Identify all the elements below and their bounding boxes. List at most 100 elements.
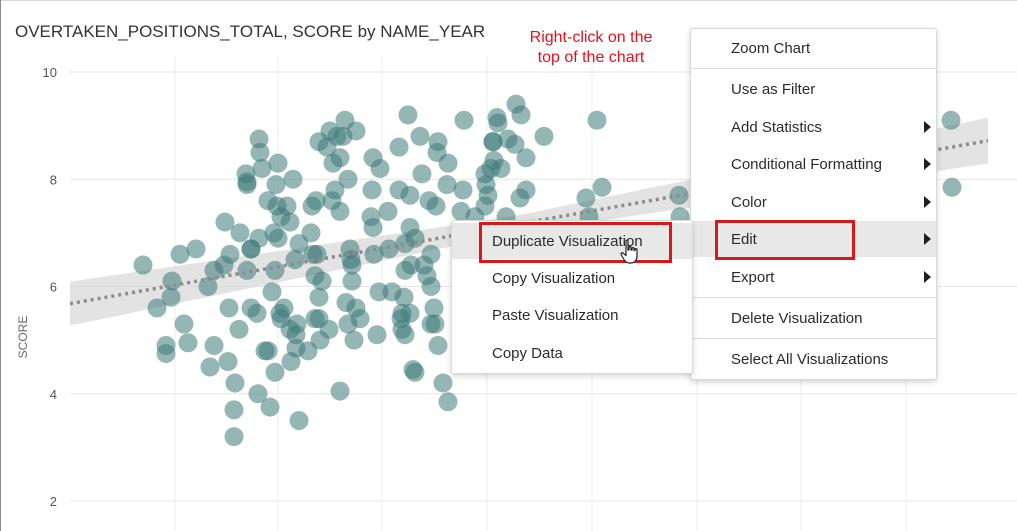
edit-submenu: Duplicate Visualization Copy Visualizati… [451, 220, 693, 374]
menu-item-export[interactable]: Export [691, 259, 936, 295]
menu-item-use-as-filter[interactable]: Use as Filter [691, 71, 936, 107]
data-point [250, 142, 270, 162]
menu-item-zoom-chart[interactable]: Zoom Chart [691, 30, 936, 66]
menu-divider [691, 68, 936, 69]
data-point [363, 218, 383, 238]
data-point [340, 239, 360, 259]
data-point [200, 357, 220, 377]
data-point [265, 260, 285, 280]
data-point [534, 126, 554, 146]
data-point [224, 400, 244, 420]
data-point [186, 239, 206, 259]
submenu-item-paste-visualization[interactable]: Paste Visualization [452, 297, 692, 333]
data-point [289, 411, 309, 431]
data-point [379, 239, 399, 259]
submenu-item-copy-data[interactable]: Copy Data [452, 335, 692, 371]
data-point [309, 287, 329, 307]
data-point [364, 244, 384, 264]
data-point [133, 255, 153, 275]
data-point [312, 271, 332, 291]
chart-title[interactable]: OVERTAKEN_POSITIONS_TOTAL, SCORE by NAME… [15, 22, 486, 41]
data-point [394, 287, 414, 307]
data-point [266, 175, 286, 195]
menu-item-color[interactable]: Color [691, 184, 936, 220]
data-point [425, 314, 445, 334]
data-point [362, 180, 382, 200]
data-point [225, 373, 245, 393]
data-point [271, 309, 291, 329]
data-point [156, 344, 176, 364]
menu-item-conditional-formatting[interactable]: Conditional Formatting [691, 146, 936, 182]
data-point [433, 373, 453, 393]
data-point [248, 384, 268, 404]
trend-line [69, 138, 989, 306]
data-point [237, 260, 257, 280]
data-point [174, 314, 194, 334]
data-point [438, 153, 458, 173]
data-point [260, 397, 280, 417]
data-point [400, 185, 420, 205]
data-point [398, 105, 418, 125]
trend-line-path [69, 138, 989, 306]
y-axis-label: SCORE [16, 316, 30, 359]
data-point [342, 255, 362, 275]
data-point [516, 148, 536, 168]
data-point [346, 121, 366, 141]
annotation-note: Right-click on the top of the chart [510, 28, 672, 68]
annotation-line-1: Right-click on the [529, 29, 653, 46]
data-point [161, 287, 181, 307]
data-point [350, 309, 370, 329]
data-point [484, 150, 504, 170]
data-point [410, 126, 430, 146]
data-point [330, 201, 350, 221]
menu-item-label: Delete Visualization [731, 309, 863, 327]
annotation-line-2: top of the chart [537, 49, 645, 66]
menu-item-label: Add Statistics [731, 118, 822, 136]
submenu-item-copy-visualization[interactable]: Copy Visualization [452, 260, 692, 296]
data-point [363, 148, 383, 168]
data-point [301, 223, 321, 243]
submenu-item-label: Duplicate Visualization [492, 232, 643, 250]
menu-item-edit[interactable]: Edit [691, 221, 936, 257]
data-point [438, 392, 458, 412]
data-point [437, 175, 457, 195]
data-point [204, 260, 224, 280]
data-point [483, 132, 503, 152]
data-point [516, 180, 536, 200]
submenu-item-duplicate-visualization[interactable]: Duplicate Visualization [452, 223, 692, 259]
submenu-item-label: Copy Data [492, 344, 563, 362]
data-point [229, 319, 249, 339]
data-point [392, 303, 412, 323]
menu-item-label: Conditional Formatting [731, 155, 882, 173]
hand-pointer-icon [620, 239, 638, 264]
menu-item-add-statistics[interactable]: Add Statistics [691, 109, 936, 145]
data-point [412, 164, 432, 184]
data-point [338, 169, 358, 189]
data-point [424, 298, 444, 318]
menu-item-delete-visualization[interactable]: Delete Visualization [691, 300, 936, 336]
data-point [511, 105, 531, 125]
menu-item-label: Select All Visualizations [731, 350, 889, 368]
data-point [230, 223, 250, 243]
submenu-arrow-icon [924, 121, 931, 133]
menu-item-select-all-visualizations[interactable]: Select All Visualizations [691, 341, 936, 377]
data-point [252, 159, 272, 179]
submenu-arrow-icon [924, 233, 931, 245]
menu-item-label: Zoom Chart [731, 39, 811, 57]
y-tick-label: 2 [50, 494, 57, 509]
data-point [319, 319, 339, 339]
data-point [369, 282, 389, 302]
y-tick-label: 6 [50, 280, 57, 295]
data-point [428, 335, 448, 355]
context-menu: Zoom Chart Use as Filter Add Statistics … [690, 28, 937, 380]
data-point [218, 352, 238, 372]
menu-item-label: Color [731, 193, 767, 211]
data-point [344, 330, 364, 350]
data-point [454, 110, 474, 130]
data-point [147, 298, 167, 318]
data-point [330, 381, 350, 401]
data-point [453, 180, 473, 200]
data-point [327, 126, 347, 146]
chart-frame-left [0, 0, 1, 531]
data-point [417, 266, 437, 286]
